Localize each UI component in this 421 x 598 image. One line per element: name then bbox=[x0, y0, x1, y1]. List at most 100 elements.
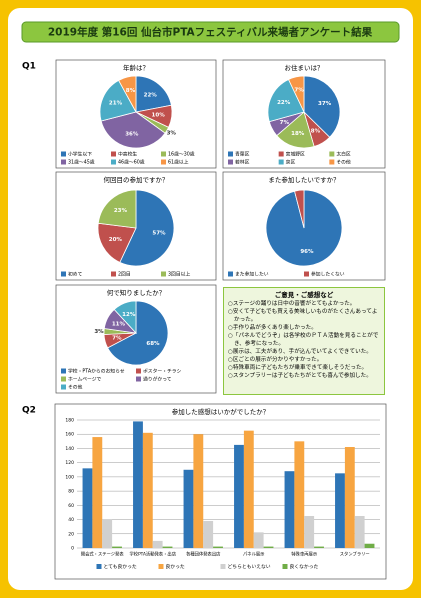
legend-label: ポスター・チラシ bbox=[143, 368, 181, 375]
comment: ○ステージの踊りは日中の音響がとてもよかった。 bbox=[228, 301, 356, 307]
legend-label: 31歳～45歳 bbox=[68, 159, 95, 166]
y-tick-label: 120 bbox=[65, 460, 74, 466]
chart-box bbox=[54, 403, 387, 580]
bar bbox=[314, 546, 324, 548]
page-title: 2019年度 第16回 仙台市PTAフェスティバル来場者アンケート結果 bbox=[48, 26, 373, 39]
comment: ○特殊車両に子どもたちが乗車できて楽しそうだった。 bbox=[228, 365, 368, 371]
data-label: 8% bbox=[311, 129, 321, 135]
legend-label: その他 bbox=[336, 159, 351, 166]
chart-title: また参加したいですか？ bbox=[268, 175, 339, 184]
bar bbox=[133, 421, 143, 548]
legend-swatch bbox=[161, 159, 166, 165]
pie-slice bbox=[276, 111, 315, 149]
pie-slice bbox=[99, 79, 137, 122]
legend-swatch bbox=[161, 271, 166, 277]
legend-swatch bbox=[61, 271, 66, 277]
chart-title: お住まいは？ bbox=[285, 63, 324, 72]
pie-slice bbox=[287, 75, 305, 113]
chart-title: 何回目の参加ですか？ bbox=[104, 175, 169, 184]
comments-box: ご意見・ご感想など ○ステージの踊りは日中の音響がとてもよかった。 ○安くて子ども… bbox=[223, 287, 385, 395]
legend-label: その他 bbox=[68, 384, 83, 391]
legend-label: 太白区 bbox=[336, 151, 351, 158]
pie-slice bbox=[135, 75, 172, 113]
pie-slice bbox=[303, 75, 341, 138]
legend-label: 通りがかって bbox=[143, 376, 172, 383]
legend-swatch bbox=[278, 159, 284, 165]
data-label: 12% bbox=[122, 312, 136, 318]
bar bbox=[193, 434, 204, 548]
comment: ○区ごとの展示が分かりやすかった。 bbox=[228, 357, 323, 363]
legend-swatch bbox=[111, 159, 116, 165]
question-label: Q1 bbox=[22, 62, 36, 72]
y-tick-label: 40 bbox=[68, 517, 74, 523]
bar bbox=[304, 516, 315, 548]
x-tick-label: 学校PTA活動発表・出店 bbox=[130, 551, 177, 558]
legend-label: ホームページで bbox=[68, 377, 102, 383]
y-tick-label: 140 bbox=[65, 446, 74, 452]
bar bbox=[364, 543, 375, 548]
legend-label: また参加したい bbox=[235, 271, 269, 278]
x-tick-label: 各種団体発表出店 bbox=[186, 551, 221, 558]
x-tick-label: 開会式・ステージ発表 bbox=[81, 551, 125, 558]
legend-label: 中高校生 bbox=[118, 151, 137, 158]
bar bbox=[142, 432, 153, 548]
legend-label: 小学生以下 bbox=[68, 151, 92, 158]
data-label: 3% bbox=[167, 130, 177, 136]
bar bbox=[102, 519, 113, 548]
pie-slice bbox=[100, 111, 166, 149]
pie-slice bbox=[113, 300, 137, 335]
comment: ○手作り品が多くあり楽しかった。 bbox=[228, 325, 317, 331]
legend-label: 46歳～60歳 bbox=[118, 159, 145, 166]
legend-swatch bbox=[161, 151, 166, 157]
y-tick-label: 180 bbox=[65, 418, 74, 424]
legend-swatch bbox=[228, 159, 233, 165]
legend-label: 良くなかった bbox=[290, 563, 319, 570]
question-label: Q2 bbox=[22, 406, 36, 416]
pie-slice bbox=[267, 78, 305, 123]
data-label: 7% bbox=[280, 120, 290, 126]
data-label: 22% bbox=[277, 100, 291, 106]
legend-label: 宮城野区 bbox=[286, 151, 305, 158]
bar bbox=[284, 471, 295, 548]
chart-title: 何で知りましたか？ bbox=[107, 288, 166, 297]
legend-swatch bbox=[61, 376, 66, 382]
data-label: 68% bbox=[146, 341, 160, 347]
legend-label: 初めて bbox=[68, 271, 83, 278]
legend-swatch bbox=[61, 368, 66, 374]
legend-swatch bbox=[96, 564, 102, 569]
y-tick-label: 60 bbox=[68, 503, 74, 509]
data-label: 20% bbox=[109, 237, 123, 243]
data-label: 23% bbox=[114, 208, 128, 214]
bar bbox=[183, 469, 194, 548]
bar bbox=[162, 546, 173, 548]
x-tick-label: パネル展示 bbox=[243, 552, 265, 558]
data-label: 22% bbox=[144, 92, 158, 98]
pie-slice bbox=[107, 300, 169, 366]
bar bbox=[92, 437, 103, 548]
comments-title: ご意見・ご感想など bbox=[274, 291, 334, 299]
legend-label: 若林区 bbox=[235, 159, 250, 166]
data-label: 7% bbox=[112, 336, 122, 342]
x-tick-label: 特殊車両展示 bbox=[291, 551, 317, 558]
data-label: 96% bbox=[300, 249, 314, 255]
legend-label: 3回目以上 bbox=[168, 271, 190, 278]
data-label: 37% bbox=[318, 101, 332, 107]
comment: ○「パネルでどうぞ」は各学校のＰＴＡ活動を見ることができ、参考になった。 bbox=[228, 333, 379, 347]
legend-swatch bbox=[282, 564, 288, 569]
legend-swatch bbox=[304, 271, 309, 277]
data-label: 36% bbox=[125, 131, 139, 137]
legend-label: 16歳～30歳 bbox=[168, 151, 195, 158]
legend-swatch bbox=[329, 159, 335, 165]
comment: ○展示は、工夫があり、手が込んでいてよくできていた。 bbox=[228, 349, 372, 355]
comment: ○安くて子どもでも買える美味しいものがたくさんあってよかった。 bbox=[228, 309, 378, 323]
bar bbox=[344, 447, 355, 548]
y-tick-label: 80 bbox=[68, 489, 74, 495]
chart-title: 年齢は？ bbox=[123, 63, 149, 72]
y-tick-label: 160 bbox=[65, 432, 74, 438]
legend-swatch bbox=[278, 151, 284, 157]
data-label: 7% bbox=[294, 88, 304, 94]
legend-swatch bbox=[228, 151, 233, 157]
x-tick-label: スタンプラリー bbox=[340, 551, 370, 558]
